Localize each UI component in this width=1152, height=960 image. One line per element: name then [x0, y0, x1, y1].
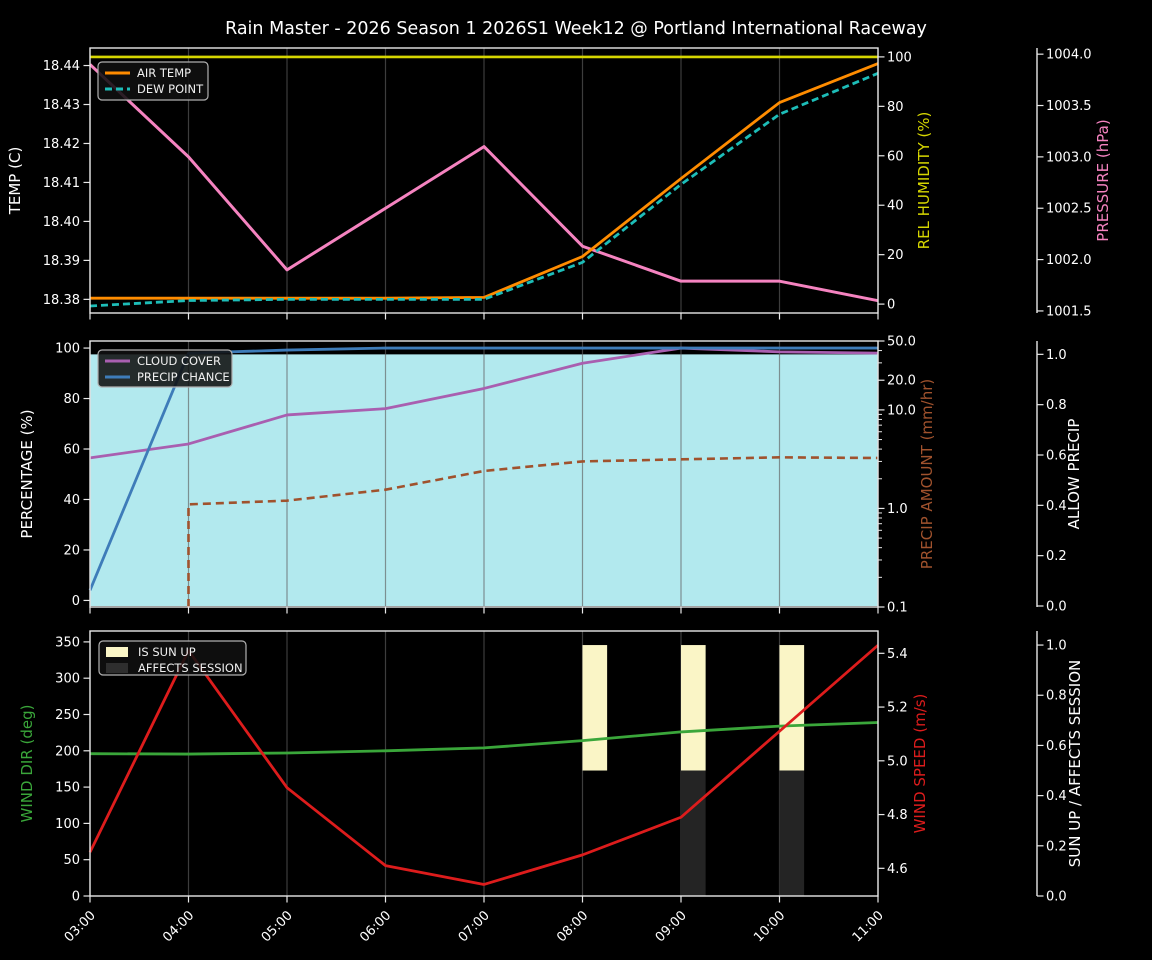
- right1-tick-label: 20: [887, 248, 904, 263]
- right1-tick-label: 10.0: [887, 403, 916, 418]
- left-tick-label: 50: [63, 853, 80, 868]
- legend: IS SUN UP AFFECTS SESSION: [98, 640, 247, 676]
- legend-label: CLOUD COVER: [137, 354, 221, 368]
- left-tick-label: 100: [55, 817, 80, 832]
- right2-axis-label: ALLOW PRECIP: [1065, 419, 1083, 530]
- right1-tick-label: 1.0: [887, 502, 908, 517]
- affects-session-bar: [779, 770, 805, 896]
- left-tick-label: 18.39: [43, 254, 80, 269]
- left-tick-label: 18.40: [43, 215, 80, 230]
- left-tick-label: 250: [55, 708, 80, 723]
- right2-tick-label: 0.0: [1046, 599, 1067, 614]
- pressure-line: [88, 63, 879, 303]
- right1-axis-label: PRECIP AMOUNT (mm/hr): [918, 379, 936, 569]
- is-sun-up-bar: [779, 645, 805, 771]
- right1-axis-label: WIND SPEED (m/s): [911, 694, 929, 834]
- left-tick-label: 18.43: [43, 98, 80, 113]
- left-tick-label: 200: [55, 744, 80, 759]
- right2-tick-label: 0.2: [1046, 549, 1067, 564]
- dew-point-line: [89, 72, 879, 308]
- legend-box: [98, 640, 247, 676]
- right2-tick-label: 1002.0: [1046, 253, 1092, 268]
- right1-tick-label: 5.2: [887, 701, 908, 716]
- right1-tick-label: 0: [887, 298, 895, 313]
- air-temp-line: [90, 62, 879, 300]
- right2-tick-label: 0.6: [1046, 739, 1067, 754]
- right1-tick-label: 40: [887, 199, 904, 214]
- right2-tick-label: 0.8: [1046, 689, 1067, 704]
- right2-tick-label: 0.6: [1046, 449, 1067, 464]
- right1-axis-label: REL HUMIDITY (%): [915, 112, 933, 250]
- is-sun-up-bar: [681, 645, 706, 771]
- left-tick-label: 100: [55, 342, 80, 357]
- left-tick-label: 18.44: [43, 59, 80, 74]
- subplot-cloud-precipitation: 0 20 40 60 80 100 0.1 1.0 10.0 20.0 50.0 0.0 0.2 0.4 0…: [18, 335, 1083, 616]
- affects-session-legend-swatch: [106, 663, 128, 673]
- legend: CLOUD COVER PRECIP CHANCE: [97, 349, 233, 388]
- wind-dir-line: [89, 721, 879, 756]
- left-tick-label: 18.38: [43, 293, 80, 308]
- left-tick-label: 0: [72, 594, 80, 609]
- right2-tick-label: 0.2: [1046, 839, 1067, 854]
- right2-tick-label: 1.0: [1046, 348, 1067, 363]
- legend-label: AIR TEMP: [137, 66, 191, 80]
- right1-tick-label: 5.0: [887, 754, 908, 769]
- right1-tick-label: 5.4: [887, 647, 908, 662]
- right1-tick-label: 4.6: [887, 862, 908, 877]
- right2-tick-label: 0.4: [1046, 789, 1067, 804]
- right2-tick-label: 0.4: [1046, 499, 1067, 514]
- is-sun-up-legend-swatch: [106, 647, 128, 657]
- left-axis-label: TEMP (C): [6, 147, 24, 216]
- wind-speed-line: [88, 644, 879, 886]
- right2-tick-label: 1.0: [1046, 639, 1067, 654]
- is-sun-up-bar: [582, 645, 608, 771]
- left-tick-label: 150: [55, 781, 80, 796]
- legend-label: DEW POINT: [137, 82, 204, 96]
- right1-tick-label: 50.0: [887, 335, 916, 350]
- right1-tick-label: 0.1: [887, 601, 908, 616]
- precip-amount-line: [187, 456, 879, 607]
- left-tick-label: 40: [63, 493, 80, 508]
- right2-tick-label: 0.0: [1046, 890, 1067, 905]
- left-tick-label: 0: [72, 890, 80, 905]
- right2-tick-label: 0.8: [1046, 398, 1067, 413]
- left-tick-label: 18.41: [43, 176, 80, 191]
- right2-axis-label: PRESSURE (hPa): [1094, 119, 1112, 241]
- right2-axis-label: SUN UP / AFFECTS SESSION: [1066, 660, 1084, 868]
- left-tick-label: 300: [55, 672, 80, 687]
- right2-tick-label: 1003.0: [1046, 150, 1092, 165]
- left-tick-label: 18.42: [43, 137, 80, 152]
- right1-tick-label: 20.0: [887, 374, 916, 389]
- legend: AIR TEMP DEW POINT: [97, 61, 209, 101]
- left-axis-label: WIND DIR (deg): [18, 705, 36, 823]
- right2-tick-label: 1003.5: [1046, 99, 1092, 114]
- subplot-temperature-humidity-pressure: 18.38 18.39 18.40 18.41 18.42 18.43 18.44 0 20 40…: [6, 47, 1112, 320]
- right2-tick-label: 1002.5: [1046, 202, 1092, 217]
- left-axis-label: PERCENTAGE (%): [18, 409, 36, 538]
- right1-tick-label: 4.8: [887, 808, 908, 823]
- legend-label: PRECIP CHANCE: [137, 370, 230, 384]
- left-tick-label: 80: [63, 392, 80, 407]
- chart-title: Rain Master - 2026 Season 1 2026S1 Week1…: [225, 19, 927, 39]
- right2-tick-label: 1004.0: [1046, 48, 1092, 63]
- legend-label: IS SUN UP: [138, 645, 196, 659]
- right2-tick-label: 1001.5: [1046, 304, 1092, 319]
- affects-session-bar: [681, 770, 706, 896]
- right1-tick-label: 100: [887, 50, 912, 65]
- left-tick-label: 60: [63, 443, 80, 458]
- legend-box: [97, 349, 233, 388]
- legend-label: AFFECTS SESSION: [138, 661, 243, 675]
- right1-tick-label: 60: [887, 149, 904, 164]
- right1-tick-label: 80: [887, 100, 904, 115]
- left-tick-label: 350: [55, 635, 80, 650]
- left-tick-label: 20: [63, 543, 80, 558]
- cloud-cover-line: [89, 346, 879, 460]
